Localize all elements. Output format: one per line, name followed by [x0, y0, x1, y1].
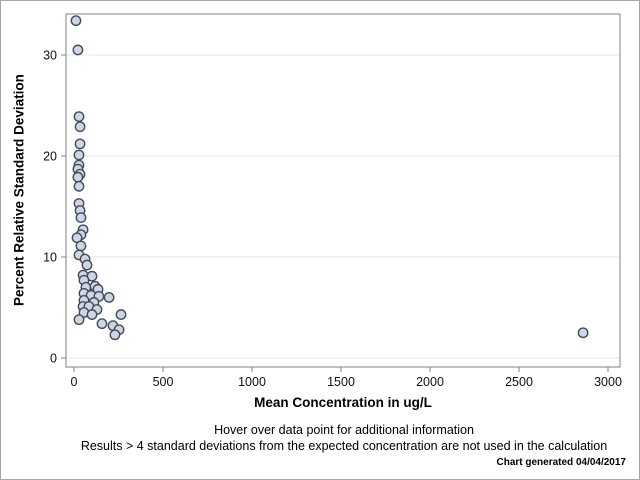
footnote-exclusion-rule: Results > 4 standard deviations from the…: [80, 439, 608, 453]
data-point[interactable]: [72, 44, 84, 56]
data-point[interactable]: [73, 180, 85, 192]
data-point[interactable]: [75, 240, 87, 252]
data-point[interactable]: [74, 138, 86, 150]
y-tick-label: 10: [43, 251, 57, 265]
data-point[interactable]: [577, 327, 589, 339]
data-point[interactable]: [70, 15, 82, 27]
data-point[interactable]: [86, 309, 98, 320]
x-tick-label: 500: [153, 375, 174, 389]
x-tick-label: 3000: [594, 375, 622, 389]
data-point[interactable]: [81, 259, 93, 271]
data-point[interactable]: [72, 171, 84, 183]
data-point[interactable]: [73, 111, 85, 123]
data-point[interactable]: [73, 149, 85, 161]
x-tick-label: 2000: [416, 375, 444, 389]
x-tick-label: 0: [71, 375, 78, 389]
y-tick-label: 20: [43, 150, 57, 164]
data-point[interactable]: [103, 291, 115, 303]
data-point[interactable]: [75, 212, 87, 224]
y-tick-label: 0: [50, 352, 57, 366]
data-point[interactable]: [74, 121, 86, 133]
data-point[interactable]: [73, 314, 85, 326]
data-point[interactable]: [96, 318, 108, 330]
plot-frame: [65, 13, 621, 368]
data-point[interactable]: [115, 309, 127, 320]
footnote-hover-hint: Hover over data point for additional inf…: [214, 423, 474, 437]
x-tick-label: 2500: [505, 375, 533, 389]
x-tick-label: 1500: [327, 375, 355, 389]
y-axis-title: Percent Relative Standard Deviation: [11, 74, 27, 307]
chart-generated-date: Chart generated 04/04/2017: [496, 457, 626, 468]
x-tick-label: 1000: [238, 375, 266, 389]
y-tick-label: 30: [43, 49, 57, 63]
data-point[interactable]: [109, 329, 121, 341]
x-axis-title: Mean Concentration in ug/L: [254, 395, 432, 410]
